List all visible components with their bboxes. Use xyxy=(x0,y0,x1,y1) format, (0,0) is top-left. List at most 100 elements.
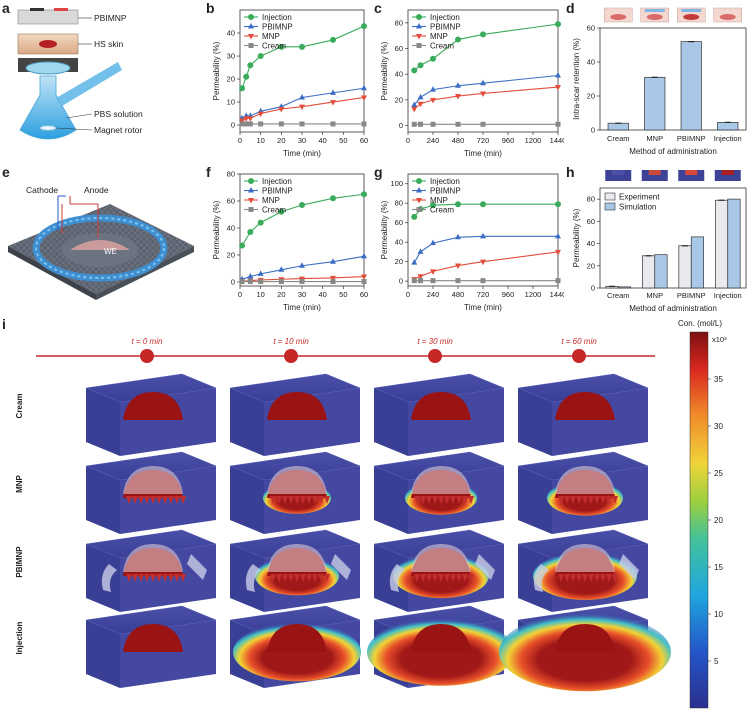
data-point xyxy=(243,73,250,80)
y-tick-label: 40 xyxy=(395,238,403,247)
legend-marker xyxy=(416,178,422,184)
data-point xyxy=(411,101,418,108)
microneedle xyxy=(132,496,138,504)
microneedle xyxy=(420,574,426,582)
data-point xyxy=(361,252,367,259)
label-cathode: Cathode xyxy=(26,185,58,195)
box-top xyxy=(517,451,649,481)
y-axis-label: Permeability (%) xyxy=(212,200,221,259)
legend-label: Injection xyxy=(262,177,292,186)
data-point xyxy=(455,82,461,88)
x-tick-label: PBIMNP xyxy=(677,291,706,300)
data-point xyxy=(330,258,336,264)
data-point xyxy=(455,121,461,127)
legend-swatch xyxy=(604,202,616,211)
box-side xyxy=(86,620,120,688)
data-point xyxy=(417,93,424,100)
data-point xyxy=(555,278,561,284)
microneedle xyxy=(426,574,432,582)
series-injection xyxy=(239,191,367,249)
microneedle xyxy=(270,574,276,582)
panel-letter-i: i xyxy=(2,316,6,332)
y-axis-label: Permeability (%) xyxy=(212,41,221,100)
x-tick-label: Cream xyxy=(607,291,630,300)
legend-label: PBIMNP xyxy=(430,187,461,196)
microneedle xyxy=(564,496,570,504)
bar-experiment-pbimnp xyxy=(678,245,692,289)
x-axis-label: Time (min) xyxy=(283,303,321,312)
microneedle xyxy=(168,496,174,504)
microneedle xyxy=(582,574,588,582)
electrode xyxy=(101,564,117,592)
microneedle xyxy=(582,496,588,504)
y-tick-label: 0 xyxy=(591,284,595,293)
colorbar-tick-label: 30 xyxy=(714,422,723,431)
data-point xyxy=(278,279,284,285)
x-tick-label: MNP xyxy=(646,291,663,300)
y-tick-label: 60 xyxy=(227,196,235,205)
bar-simulation-cream xyxy=(617,286,632,289)
sim-cell xyxy=(373,373,505,456)
row-label: PBIMNP xyxy=(15,546,24,578)
x-tick-label: 40 xyxy=(318,290,326,299)
x-tick-label: 0 xyxy=(238,136,242,145)
microneedle xyxy=(600,574,606,582)
data-point xyxy=(330,36,336,43)
electrode xyxy=(619,554,639,580)
x-tick-label: Cream xyxy=(607,134,630,143)
sim-cell xyxy=(517,373,649,456)
data-point xyxy=(411,67,418,74)
y-tick-label: 80 xyxy=(587,195,595,204)
data-point xyxy=(258,121,264,127)
microneedle xyxy=(456,574,462,582)
patch-icon xyxy=(681,9,702,12)
electrode xyxy=(245,564,261,592)
microneedle xyxy=(270,496,276,504)
y-tick-label: 0 xyxy=(231,277,235,286)
x-tick-label: Injection xyxy=(714,291,742,300)
x-tick-label: 20 xyxy=(277,136,285,145)
y-tick-label: 60 xyxy=(587,217,595,226)
data-point xyxy=(417,101,424,108)
microneedle xyxy=(420,496,426,504)
microneedle xyxy=(588,574,594,582)
data-point xyxy=(257,270,264,276)
microneedle xyxy=(450,574,456,582)
scar-region xyxy=(411,392,471,420)
bar-injection xyxy=(717,121,739,131)
data-point xyxy=(239,279,245,285)
schematic-icon-core xyxy=(648,170,661,175)
y-tick-label: 60 xyxy=(395,44,403,53)
row-label: Cream xyxy=(15,394,24,419)
timeline-dot xyxy=(284,349,298,363)
microneedle xyxy=(144,496,150,504)
microneedle xyxy=(588,496,594,504)
data-point xyxy=(257,219,264,226)
data-point xyxy=(555,85,561,91)
y-tick-label: 40 xyxy=(587,239,595,248)
timeline-label: t = 30 min xyxy=(417,337,453,346)
series-injection xyxy=(411,21,561,74)
plot-frame xyxy=(239,173,365,287)
y-tick-label: 20 xyxy=(587,261,595,270)
data-point xyxy=(361,191,367,198)
data-point xyxy=(430,239,436,246)
data-point xyxy=(555,121,561,127)
microneedle xyxy=(468,574,474,582)
microneedle xyxy=(558,574,564,582)
legend-marker xyxy=(248,23,254,29)
scar-region xyxy=(267,392,327,420)
data-point xyxy=(480,121,486,127)
microneedle xyxy=(288,496,294,504)
microneedle xyxy=(606,574,612,582)
microneedle xyxy=(462,496,468,504)
chart-b: 0 10 20 30 40 50 60 0 10 20 30 40 Time (min) Permeabi… xyxy=(212,9,368,158)
legend-marker xyxy=(248,34,254,40)
diffusion-halo xyxy=(233,622,361,682)
electrode xyxy=(331,554,351,580)
sim-cell xyxy=(85,373,217,456)
microneedle xyxy=(468,496,474,504)
panel-i-simulation: t = 0 min t = 10 min t = 30 min t = 60 min C… xyxy=(15,319,727,709)
microneedle xyxy=(570,574,576,582)
box-top xyxy=(85,451,217,481)
